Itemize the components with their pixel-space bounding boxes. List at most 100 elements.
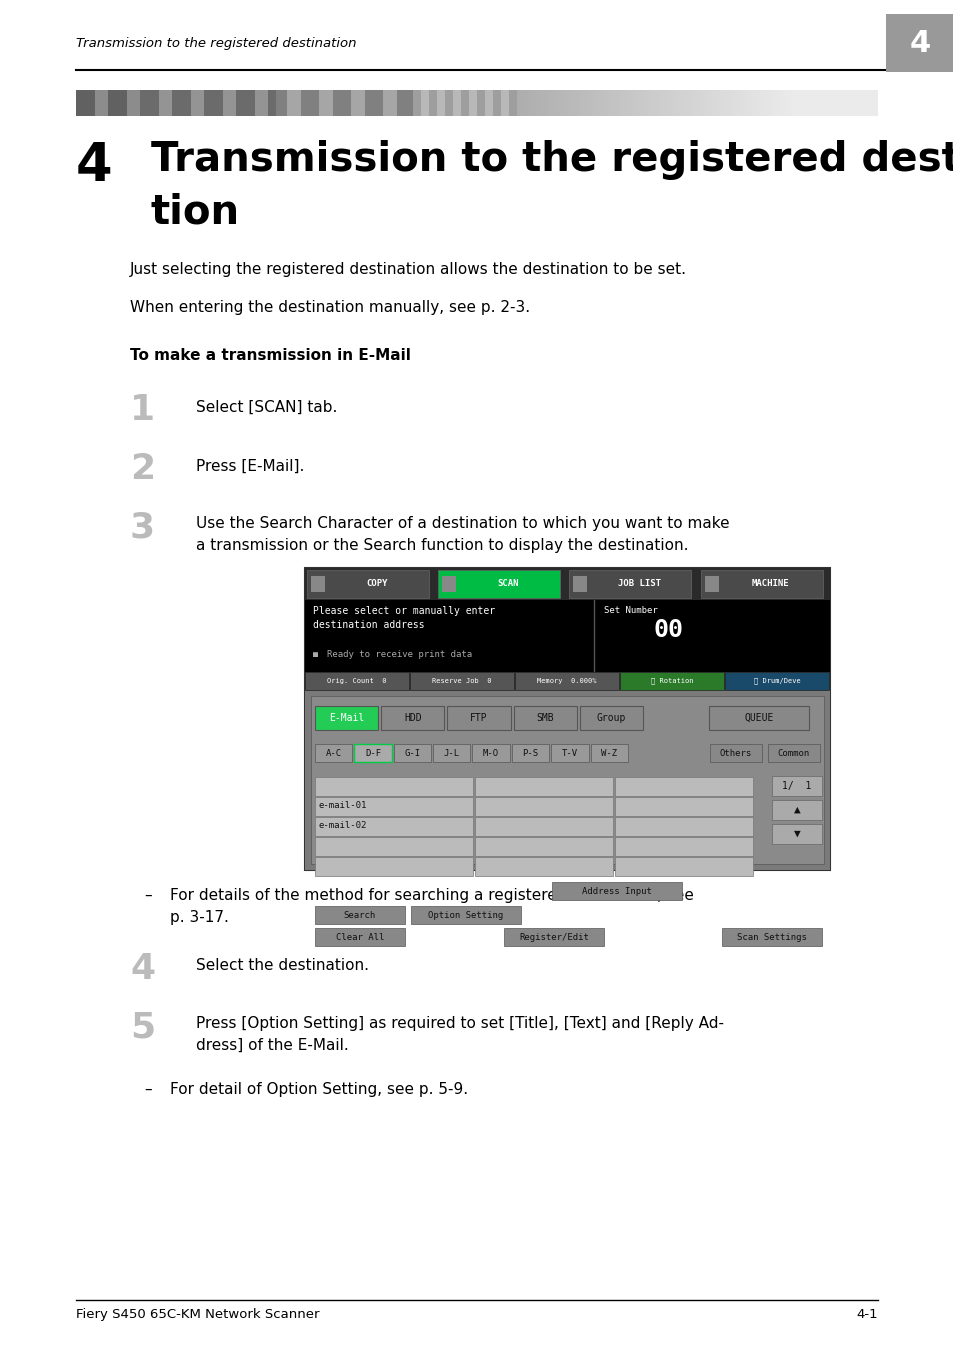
Bar <box>549 91 551 116</box>
Bar <box>712 91 714 116</box>
Bar <box>536 91 537 116</box>
Bar <box>447 706 510 730</box>
Bar <box>456 91 457 116</box>
Bar <box>767 91 770 116</box>
Bar <box>783 91 786 116</box>
Bar <box>620 91 623 116</box>
Bar <box>137 91 140 116</box>
Bar <box>161 91 164 116</box>
Bar <box>100 91 103 116</box>
Text: When entering the destination manually, see p. 2-3.: When entering the destination manually, … <box>130 300 530 315</box>
Bar <box>586 91 589 116</box>
Text: Ⓡ Rotation: Ⓡ Rotation <box>650 677 693 684</box>
Bar <box>276 91 279 116</box>
Bar <box>213 91 214 116</box>
Text: e-mail-01: e-mail-01 <box>318 802 367 810</box>
Text: To make a transmission in E-Mail: To make a transmission in E-Mail <box>130 347 411 362</box>
Text: 4-1: 4-1 <box>856 1307 877 1321</box>
Bar <box>364 91 367 116</box>
Bar <box>866 91 869 116</box>
Bar <box>220 91 223 116</box>
Bar <box>484 91 487 116</box>
Bar <box>105 91 108 116</box>
Text: HDD: HDD <box>404 713 421 723</box>
Bar <box>472 744 509 763</box>
Bar <box>869 91 872 116</box>
Bar <box>834 91 837 116</box>
Text: Orig. Count  0: Orig. Count 0 <box>327 677 386 684</box>
Text: T-V: T-V <box>561 749 578 757</box>
Bar <box>231 91 233 116</box>
Bar <box>696 91 699 116</box>
Bar <box>311 696 823 864</box>
Bar <box>490 91 493 116</box>
Bar <box>335 91 337 116</box>
Bar <box>647 91 650 116</box>
Text: Press [E-Mail].: Press [E-Mail]. <box>195 458 304 475</box>
Text: p. 3-17.: p. 3-17. <box>170 910 229 925</box>
Bar <box>327 91 330 116</box>
Text: 4: 4 <box>908 28 929 58</box>
Bar <box>396 91 399 116</box>
Bar <box>183 91 186 116</box>
Bar <box>709 744 761 763</box>
Text: 3: 3 <box>130 510 155 544</box>
Bar <box>423 91 426 116</box>
Bar <box>305 568 829 869</box>
Bar <box>174 91 177 116</box>
Text: Transmission to the registered destination: Transmission to the registered destinati… <box>76 38 356 50</box>
Bar <box>311 576 325 592</box>
Bar <box>447 91 450 116</box>
Text: Ready to receive print data: Ready to receive print data <box>327 650 472 658</box>
Bar <box>180 91 183 116</box>
Bar <box>509 91 511 116</box>
Bar <box>645 91 647 116</box>
Bar <box>602 91 605 116</box>
Bar <box>709 91 712 116</box>
Text: FTP: FTP <box>470 713 487 723</box>
Text: 00: 00 <box>653 618 683 642</box>
Bar <box>429 91 431 116</box>
Bar <box>511 91 514 116</box>
Bar <box>290 91 293 116</box>
Bar <box>314 777 473 796</box>
Bar <box>821 91 823 116</box>
Bar <box>305 568 829 600</box>
Bar <box>727 91 730 116</box>
Bar <box>305 672 829 690</box>
Bar <box>730 91 733 116</box>
Text: MACHINE: MACHINE <box>751 580 789 588</box>
Bar <box>826 91 829 116</box>
Bar <box>537 91 540 116</box>
Bar <box>659 91 660 116</box>
Bar <box>551 882 681 900</box>
Bar <box>143 91 146 116</box>
Bar <box>119 91 121 116</box>
Bar <box>321 91 324 116</box>
Bar <box>557 91 559 116</box>
Bar <box>832 91 834 116</box>
Bar <box>580 91 583 116</box>
Bar <box>223 91 226 116</box>
Bar <box>433 744 470 763</box>
Bar <box>362 91 364 116</box>
Bar <box>805 91 807 116</box>
Text: COPY: COPY <box>366 580 387 588</box>
Bar <box>324 91 327 116</box>
Bar <box>281 91 284 116</box>
Bar <box>573 576 587 592</box>
Bar <box>442 91 444 116</box>
Bar <box>503 91 506 116</box>
Bar <box>476 91 479 116</box>
Bar <box>597 91 599 116</box>
Bar <box>740 91 743 116</box>
Bar <box>493 91 496 116</box>
Text: For details of the method for searching a registered destination, see: For details of the method for searching … <box>170 888 693 903</box>
Bar <box>471 91 474 116</box>
Text: Option Setting: Option Setting <box>428 910 503 919</box>
Bar <box>159 91 161 116</box>
Bar <box>389 91 391 116</box>
Text: Common: Common <box>777 749 809 757</box>
Bar <box>771 800 821 821</box>
Bar <box>436 91 439 116</box>
